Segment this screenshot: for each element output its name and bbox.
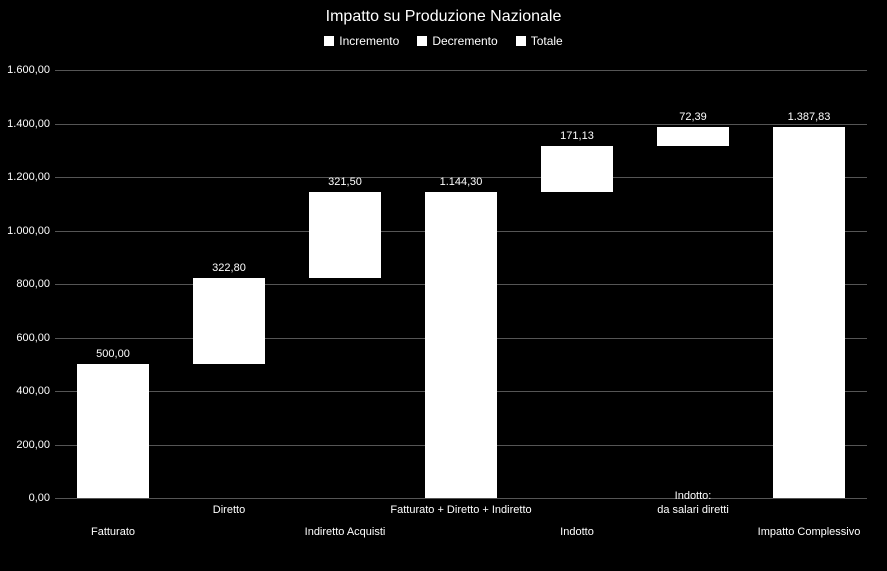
legend-swatch — [516, 36, 526, 46]
x-tick-label: Impatto Complessivo — [758, 526, 861, 538]
bar-2 — [309, 192, 381, 278]
bar-value-label: 322,80 — [212, 262, 246, 274]
y-tick-label: 200,00 — [0, 439, 50, 451]
legend-swatch — [417, 36, 427, 46]
bar-6 — [773, 127, 845, 498]
bar-value-label: 321,50 — [328, 176, 362, 188]
legend-label: Incremento — [339, 34, 399, 48]
chart-title: Impatto su Produzione Nazionale — [0, 0, 887, 26]
x-tick-label: Indotto: — [675, 490, 712, 502]
waterfall-chart: Impatto su Produzione Nazionale Incremen… — [0, 0, 887, 571]
y-tick-label: 1.000,00 — [0, 225, 50, 237]
bar-value-label: 500,00 — [96, 348, 130, 360]
y-tick-label: 600,00 — [0, 332, 50, 344]
x-tick-label: da salari diretti — [657, 504, 729, 516]
legend-item-incremento: Incremento — [324, 34, 399, 48]
bar-4 — [541, 146, 613, 192]
y-tick-label: 1.400,00 — [0, 118, 50, 130]
bar-0 — [77, 364, 149, 498]
y-tick-label: 800,00 — [0, 278, 50, 290]
legend-item-totale: Totale — [516, 34, 563, 48]
y-tick-label: 0,00 — [0, 492, 50, 504]
legend: Incremento Decremento Totale — [0, 26, 887, 48]
bar-value-label: 1.387,83 — [788, 111, 831, 123]
bar-3 — [425, 192, 497, 498]
legend-label: Totale — [531, 34, 563, 48]
grid-line — [55, 124, 867, 125]
x-tick-label: Diretto — [213, 504, 245, 516]
x-tick-label: Fatturato + Diretto + Indiretto — [390, 504, 531, 516]
legend-item-decremento: Decremento — [417, 34, 497, 48]
x-tick-label: Indiretto Acquisti — [305, 526, 386, 538]
y-tick-label: 1.200,00 — [0, 171, 50, 183]
grid-line — [55, 70, 867, 71]
bar-1 — [193, 278, 265, 364]
legend-swatch — [324, 36, 334, 46]
x-tick-label: Indotto — [560, 526, 594, 538]
plot-area: 0,00200,00400,00600,00800,001.000,001.20… — [55, 70, 867, 498]
legend-label: Decremento — [432, 34, 497, 48]
y-tick-label: 400,00 — [0, 385, 50, 397]
x-tick-label: Fatturato — [91, 526, 135, 538]
bar-value-label: 72,39 — [679, 111, 707, 123]
bar-value-label: 171,13 — [560, 130, 594, 142]
bar-5 — [657, 127, 729, 146]
grid-line — [55, 498, 867, 499]
bar-value-label: 1.144,30 — [440, 176, 483, 188]
y-tick-label: 1.600,00 — [0, 64, 50, 76]
